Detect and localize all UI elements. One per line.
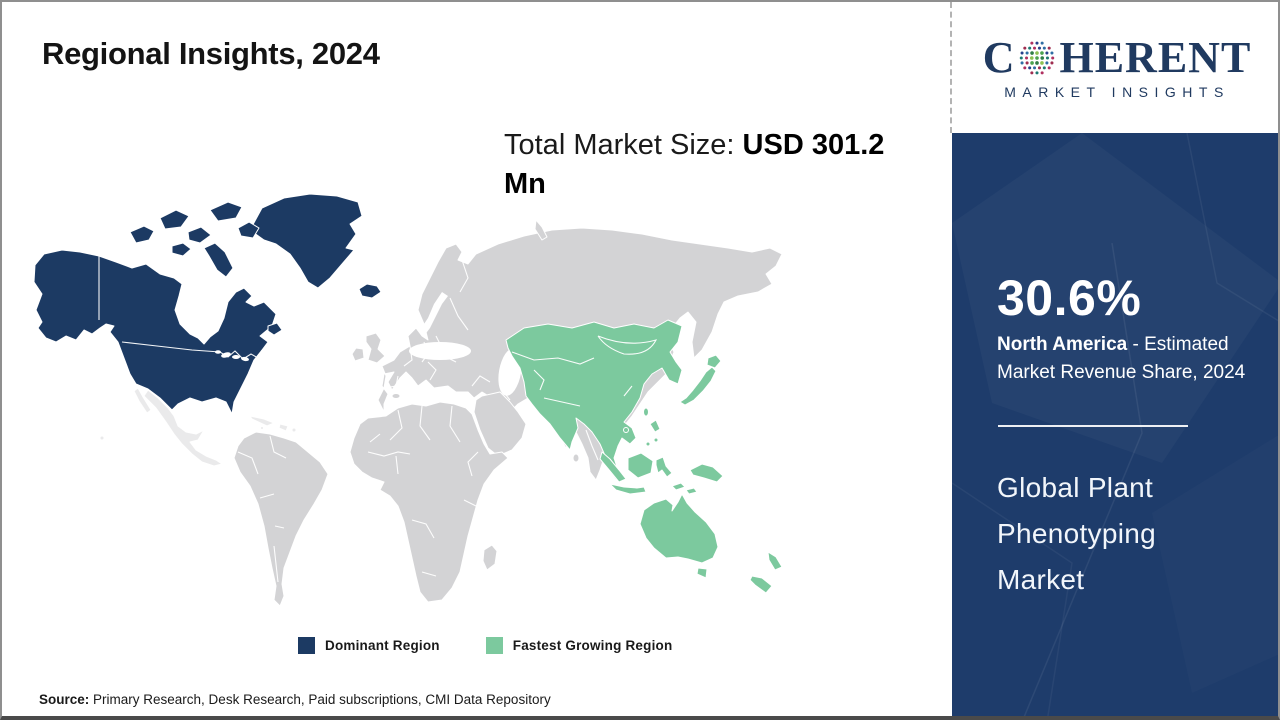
total-market-size-label: Total Market Size: bbox=[504, 129, 735, 161]
stats-sidebar: 30.6% North America - Estimated Market R… bbox=[952, 133, 1278, 716]
logo-tagline: MARKET INSIGHTS bbox=[1004, 83, 1230, 100]
world-map bbox=[32, 190, 842, 620]
revenue-share-text: - Estimated Market Revenue Share, 2024 bbox=[997, 334, 1246, 383]
total-market-size: Total Market Size: USD 301.2 Mn bbox=[504, 126, 922, 204]
total-market-size-value: USD 301.2 Mn bbox=[504, 129, 885, 200]
legend-label-fastest-growing: Fastest Growing Region bbox=[512, 638, 673, 653]
map-region-north-america bbox=[33, 193, 382, 415]
source-note: Source: Primary Research, Desk Research,… bbox=[39, 692, 551, 707]
map-region-latin-america bbox=[99, 387, 297, 467]
dominant-region-swatch-icon bbox=[298, 637, 315, 654]
map-legend: Dominant Region Fastest Growing Region bbox=[298, 637, 672, 654]
fastest-growing-region-swatch-icon bbox=[485, 637, 503, 654]
legend-item-fastest-growing: Fastest Growing Region bbox=[485, 637, 673, 654]
page-title: Regional Insights, 2024 bbox=[42, 36, 380, 71]
logo-letter-c: C bbox=[982, 32, 1016, 82]
revenue-share-description: North America - Estimated Market Revenue… bbox=[997, 331, 1259, 387]
sidebar-texture bbox=[952, 133, 1278, 716]
source-text: Primary Research, Desk Research, Paid su… bbox=[93, 692, 551, 707]
logo-word-rest: HERENT bbox=[1059, 32, 1252, 82]
revenue-share-region: North America bbox=[997, 334, 1128, 355]
market-name: Global Plant Phenotyping Market bbox=[997, 472, 1156, 595]
legend-label-dominant: Dominant Region bbox=[325, 638, 440, 653]
dotted-globe-icon bbox=[1020, 41, 1055, 74]
sidebar-divider bbox=[998, 425, 1188, 427]
revenue-share-value: 30.6% bbox=[997, 270, 1142, 326]
map-region-asia-pacific bbox=[505, 319, 783, 594]
logo-wordmark: C HERENT bbox=[982, 32, 1252, 82]
world-map-svg bbox=[33, 193, 783, 607]
source-label: Source: bbox=[39, 692, 90, 707]
company-logo: C HERENT MARKET INSIGHTS bbox=[950, 2, 1278, 133]
legend-item-dominant: Dominant Region bbox=[298, 637, 440, 654]
